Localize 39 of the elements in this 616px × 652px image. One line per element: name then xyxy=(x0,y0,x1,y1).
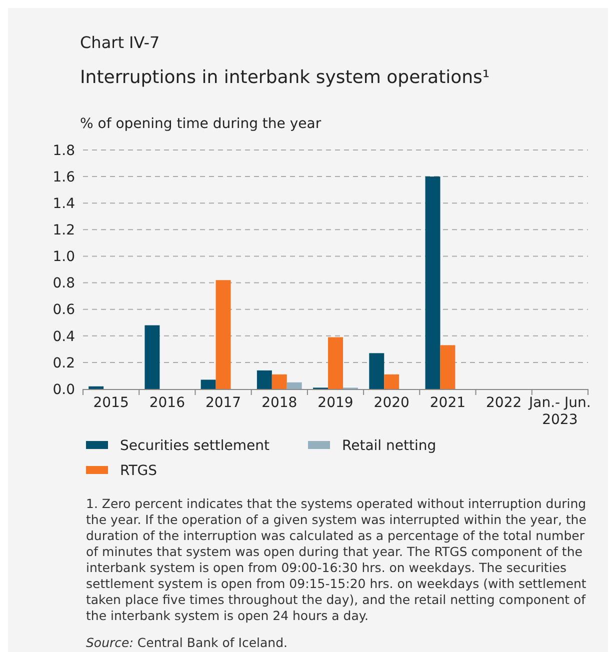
x-tick-label: 2016 xyxy=(149,395,186,411)
text: 1. Zero percent indicates that the systems operated without interruption during the year. If the operation of a given system was interrupted within the year, the duration of the interruption was calculated as a percentage of the total number of minutes that system was open during that year. The RTGS component of the interbank system is open from 09:00-16:30 hrs. on weekdays. The securities settlement system is open from 09:15-15:20 hrs. on weekdays (with settlement taken place five times throughout the day), and the retail netting component of the interbank system is open 24 hours a day. xyxy=(86,496,587,623)
legend-label: Retail netting xyxy=(342,438,436,454)
bar xyxy=(425,176,440,389)
bar xyxy=(286,382,302,389)
bar xyxy=(256,370,272,389)
bar xyxy=(440,345,456,389)
legend-label: Securities settlement xyxy=(120,438,270,454)
bar xyxy=(384,374,400,389)
y-tick-label: 1.6 xyxy=(52,169,76,186)
y-tick-label: 0.8 xyxy=(52,276,75,292)
x-tick-label: 2021 xyxy=(430,395,466,411)
x-tick-label: 2015 xyxy=(93,395,129,411)
y-tick-label: 0.0 xyxy=(52,382,75,398)
x-tick-label: 2017 xyxy=(205,395,242,411)
bar xyxy=(272,374,287,389)
bar xyxy=(200,380,216,389)
chart-title: Chart IV-7 xyxy=(80,33,160,52)
bar xyxy=(88,386,104,389)
y-tick-label: 0.6 xyxy=(52,302,76,318)
x-tick-label: Jan.- Jun. 2023 xyxy=(528,395,591,428)
y-tick-label: 1.8 xyxy=(52,142,75,159)
x-tick-label: 2018 xyxy=(262,395,298,411)
x-tick-label: 2019 xyxy=(318,395,354,411)
y-axis-title: % of opening time during the year xyxy=(80,116,322,132)
bar xyxy=(216,280,231,389)
x-tick-label: 2022 xyxy=(486,395,522,411)
y-tick-label: 1.2 xyxy=(52,222,75,239)
bar xyxy=(328,337,343,389)
y-tick-label: 1.0 xyxy=(52,249,75,266)
y-tick-label: 1.4 xyxy=(52,196,76,212)
bar xyxy=(144,325,160,389)
x-tick-label: 2020 xyxy=(374,395,410,411)
y-tick-label: 0.2 xyxy=(52,355,75,372)
bar xyxy=(369,353,384,389)
source-note: Source: Central Bank of Iceland. xyxy=(86,635,288,650)
legend-label: RTGS xyxy=(120,462,158,479)
chart-subtitle: Interruptions in interbank system operations¹ xyxy=(80,67,490,88)
y-tick-label: 0.4 xyxy=(52,328,76,345)
